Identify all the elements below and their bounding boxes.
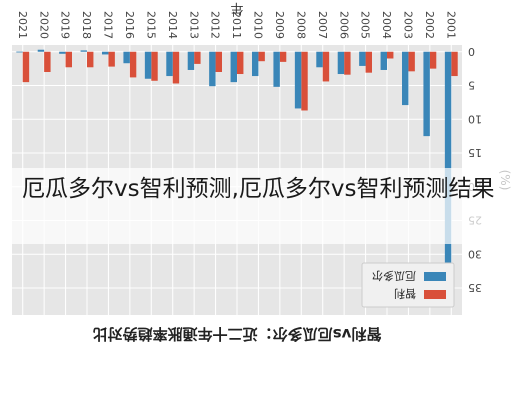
bar-chile xyxy=(451,51,458,77)
bar-ecuador xyxy=(144,51,152,79)
bar-chile xyxy=(129,51,137,78)
x-tick-label: 2018 xyxy=(80,11,93,39)
y-tick-label: 5 xyxy=(468,79,475,92)
bar-chile xyxy=(344,51,351,75)
bar-ecuador xyxy=(316,51,323,68)
legend-swatch xyxy=(424,272,446,281)
bar-chile xyxy=(215,51,222,72)
bar-chile xyxy=(429,51,437,69)
x-tick-label: 2019 xyxy=(59,11,72,39)
bar-chile xyxy=(151,51,158,81)
bar-chile xyxy=(87,51,94,68)
legend-label: 厄瓜多尔 xyxy=(372,269,416,283)
x-tick-label: 2004 xyxy=(380,11,393,39)
x-tick-label: 2017 xyxy=(102,11,115,39)
x-tick-label: 2021 xyxy=(16,11,29,39)
x-tick-label: 2003 xyxy=(402,11,415,39)
bar-ecuador xyxy=(402,51,409,106)
bar-ecuador xyxy=(380,51,387,70)
bar-chile xyxy=(22,51,30,83)
bar-chile xyxy=(108,51,115,67)
bar-ecuador xyxy=(16,51,23,53)
x-tick-label: 2011 xyxy=(230,11,243,39)
x-tick-label: 2006 xyxy=(337,11,350,39)
bar-ecuador xyxy=(209,51,216,87)
x-tick-label: 2002 xyxy=(423,11,436,39)
x-tick-label: 2020 xyxy=(37,11,50,39)
x-tick-label: 2008 xyxy=(294,11,307,39)
legend-swatch xyxy=(424,290,446,299)
bar-chile xyxy=(387,51,394,59)
bar-chile xyxy=(322,51,330,82)
y-tick-label: 0 xyxy=(468,45,475,58)
bar-chile xyxy=(44,51,51,72)
bar-ecuador xyxy=(359,51,366,66)
x-tick-label: 2005 xyxy=(359,11,372,39)
bar-ecuador xyxy=(166,51,173,77)
x-tick-label: 2015 xyxy=(144,11,157,39)
y-tick-label: 30 xyxy=(468,247,482,260)
bar-chile xyxy=(237,51,244,75)
bar-ecuador xyxy=(123,51,130,64)
overlay-caption: 厄瓜多尔vs智利预测,厄瓜多尔vs智利预测结果 xyxy=(0,168,523,244)
x-tick-label: 2007 xyxy=(316,11,329,39)
bar-chile xyxy=(194,51,201,64)
y-tick-label: 35 xyxy=(468,281,482,294)
bar-chile xyxy=(258,51,265,62)
legend: 智利 厄瓜多尔 xyxy=(361,262,455,308)
bar-ecuador xyxy=(294,51,302,109)
x-tick-label: 2010 xyxy=(252,11,265,39)
x-tick-label: 2001 xyxy=(444,11,457,39)
bar-chile xyxy=(365,51,372,73)
bar-ecuador xyxy=(252,51,259,77)
bar-ecuador xyxy=(80,50,87,52)
bar-ecuador xyxy=(230,51,237,83)
bar-ecuador xyxy=(423,51,430,137)
x-tick-label: 2012 xyxy=(209,11,222,39)
bar-chile xyxy=(301,51,308,111)
x-tick-label: 2016 xyxy=(123,11,136,39)
bar-ecuador xyxy=(37,49,45,52)
y-tick-label: 10 xyxy=(468,112,482,125)
x-tick-label: 2014 xyxy=(166,11,179,39)
bar-chile xyxy=(408,51,415,72)
x-tick-label: 2009 xyxy=(273,11,286,39)
bar-ecuador xyxy=(187,51,195,70)
bar-ecuador xyxy=(59,51,66,54)
y-tick-label: 15 xyxy=(468,146,482,159)
bar-ecuador xyxy=(273,51,280,87)
bar-ecuador xyxy=(337,51,345,75)
bar-chile xyxy=(279,51,287,62)
chart-title: 智利vs厄瓜多尔：近二十年通胀率趋势对比 xyxy=(93,325,382,343)
x-axis-label: 年 xyxy=(230,0,243,15)
bar-ecuador xyxy=(102,51,109,55)
x-tick-label: 2013 xyxy=(187,11,200,39)
bar-chile xyxy=(65,51,72,68)
bar-chile xyxy=(172,51,180,84)
legend-label: 智利 xyxy=(394,287,416,301)
